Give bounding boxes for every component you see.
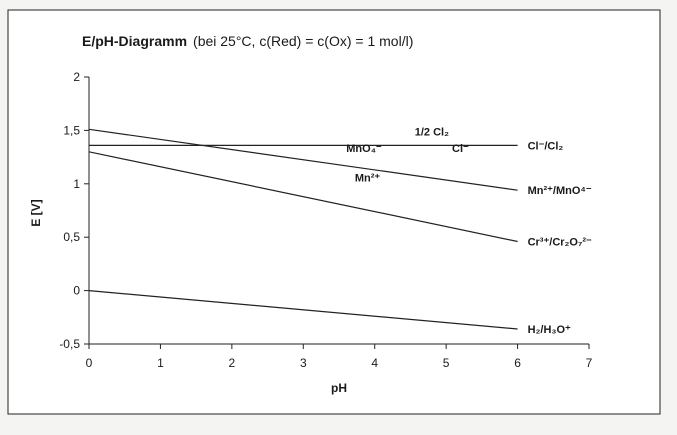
y-tick-label: 0 (73, 284, 80, 298)
chart-title: E/pH-Diagramm (82, 33, 187, 49)
chart-subtitle: (bei 25°C, c(Red) = c(Ox) = 1 mol/l) (193, 33, 413, 49)
series-label: Mn²⁺/MnO⁴⁻ (528, 185, 592, 197)
y-tick-label: 2 (73, 70, 80, 84)
y-tick-label: 1 (73, 177, 80, 191)
series-label: H₂/H₃O⁺ (528, 324, 571, 336)
axis-ticks (84, 76, 590, 349)
annotation-label: Mn²⁺ (355, 173, 381, 185)
series-label: Cl⁻/Cl₂ (528, 140, 564, 152)
x-tick-label: 5 (443, 356, 450, 370)
x-axis-label: pH (331, 381, 347, 395)
x-tick-label: 2 (229, 356, 236, 370)
annotation-label: MnO₄⁻ (346, 143, 382, 155)
x-tick-label: 7 (586, 356, 593, 370)
y-tick-label: -0,5 (59, 337, 80, 351)
chart-heading: E/pH-Diagramm (bei 25°C, c(Red) = c(Ox) =… (82, 33, 413, 49)
annotation-label: 1/2 Cl₂ (415, 127, 449, 139)
series-lines (88, 128, 518, 330)
y-axis-label: E [V] (29, 199, 43, 226)
annotation-labels: 1/2 Cl₂ MnO₄⁻ Cl⁻ Mn²⁺ (346, 127, 469, 185)
x-tick-label: 4 (371, 356, 378, 370)
chart-frame (7, 9, 661, 415)
series-line (88, 151, 518, 243)
y-tick-label: 1,5 (63, 123, 80, 137)
annotation-label: Cl⁻ (452, 143, 469, 155)
x-tick-label: 0 (86, 356, 93, 370)
series-line (88, 128, 518, 191)
y-tick-label: 0,5 (63, 230, 80, 244)
tick-labels: 0 1 2 3 4 5 6 7 -0,5 0 0,5 1 1,5 2 (59, 70, 592, 370)
series-label: Cr³⁺/Cr₂O₇²⁻ (528, 236, 592, 248)
series-labels: Cl⁻/Cl₂ Mn²⁺/MnO⁴⁻ Cr³⁺/Cr₂O₇²⁻ H₂/H₃O⁺ (528, 140, 592, 336)
x-tick-label: 6 (514, 356, 521, 370)
x-tick-label: 3 (300, 356, 307, 370)
x-tick-label: 1 (157, 356, 164, 370)
series-line (88, 290, 518, 330)
